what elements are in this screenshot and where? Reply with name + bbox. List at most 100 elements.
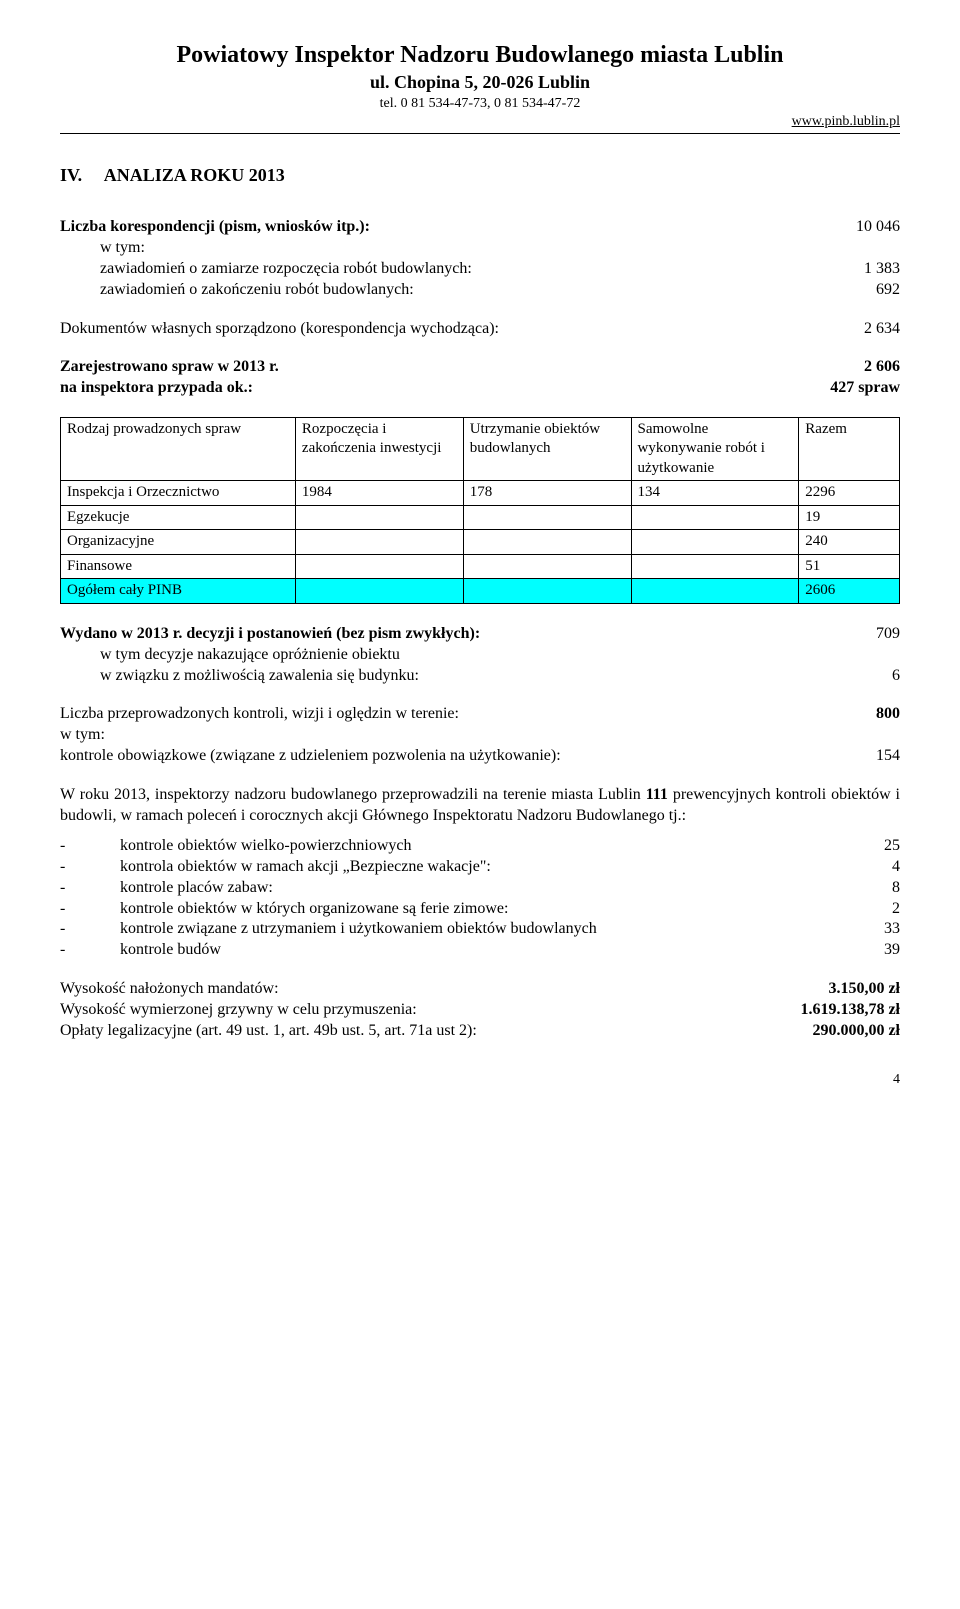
list-value: 2: [860, 899, 900, 920]
list-item: -kontrole obiektów wielko-powierzchniowy…: [60, 836, 900, 857]
table-cell: 2296: [799, 481, 900, 506]
value: 709: [876, 624, 900, 645]
value: 6: [892, 666, 900, 687]
dash: -: [60, 899, 120, 920]
table-cell: 19: [799, 505, 900, 530]
table-cell: [295, 554, 463, 579]
list-text: kontrole placów zabaw:: [120, 878, 860, 899]
list-value: 4: [860, 857, 900, 878]
list-value: 25: [860, 836, 900, 857]
list-text: kontrole związane z utrzymaniem i użytko…: [120, 919, 860, 940]
header-link[interactable]: www.pinb.lublin.pl: [60, 113, 900, 131]
value: 692: [876, 280, 900, 301]
list-item: -kontrole związane z utrzymaniem i użytk…: [60, 919, 900, 940]
label: na inspektora przypada ok.:: [60, 378, 253, 399]
section-number: IV.: [60, 165, 82, 185]
table-row: Egzekucje 19: [61, 505, 900, 530]
table-cell: [295, 505, 463, 530]
label: zawiadomień o zamiarze rozpoczęcia robót…: [100, 259, 472, 280]
list-item: -kontrole placów zabaw:8: [60, 878, 900, 899]
header-tel: tel. 0 81 534-47-73, 0 81 534-47-72: [60, 95, 900, 113]
table-cell: Finansowe: [61, 554, 296, 579]
table-row: Ogółem cały PINB 2606: [61, 579, 900, 604]
list-text: kontrola obiektów w ramach akcji „Bezpie…: [120, 857, 860, 878]
table-cell: [631, 554, 799, 579]
label-wtym: w tym:: [60, 238, 900, 259]
value: 1 383: [864, 259, 900, 280]
section-heading: IV. ANALIZA ROKU 2013: [60, 164, 900, 187]
list-text: kontrole budów: [120, 940, 860, 961]
table-header-row: Rodzaj prowadzonych spraw Rozpoczęcia i …: [61, 417, 900, 481]
value: 1.619.138,78 zł: [800, 1000, 900, 1021]
table-cell: 240: [799, 530, 900, 555]
table-cell: 51: [799, 554, 900, 579]
table-cell: [463, 579, 631, 604]
wydano-block: Wydano w 2013 r. decyzji i postanowień (…: [60, 624, 900, 686]
table-row: Organizacyjne 240: [61, 530, 900, 555]
table-cell: Ogółem cały PINB: [61, 579, 296, 604]
document-header: Powiatowy Inspektor Nadzoru Budowlanego …: [60, 40, 900, 113]
dash: -: [60, 857, 120, 878]
label: Wysokość nałożonych mandatów:: [60, 979, 279, 1000]
table-cell: 134: [631, 481, 799, 506]
table-cell: 1984: [295, 481, 463, 506]
col-header: Rozpoczęcia i zakończenia inwestycji: [295, 417, 463, 481]
value: 427 spraw: [830, 378, 900, 399]
header-divider: [60, 133, 900, 134]
label: w związku z możliwością zawalenia się bu…: [100, 666, 419, 687]
table-row: Inspekcja i Orzecznictwo19841781342296: [61, 481, 900, 506]
table-cell: Egzekucje: [61, 505, 296, 530]
list-text: kontrole obiektów wielko-powierzchniowyc…: [120, 836, 860, 857]
list-item: -kontrola obiektów w ramach akcji „Bezpi…: [60, 857, 900, 878]
value: 3.150,00 zł: [828, 979, 900, 1000]
kontrole-block: Liczba przeprowadzonych kontroli, wizji …: [60, 704, 900, 766]
label: w tym decyzje nakazujące opróżnienie obi…: [60, 645, 900, 666]
table-cell: Inspekcja i Orzecznictwo: [61, 481, 296, 506]
value: 800: [876, 704, 900, 725]
control-list: -kontrole obiektów wielko-powierzchniowy…: [60, 836, 900, 961]
table-cell: Organizacyjne: [61, 530, 296, 555]
list-item: -kontrole budów39: [60, 940, 900, 961]
table-cell: [295, 579, 463, 604]
value: 290.000,00 zł: [812, 1021, 900, 1042]
list-value: 8: [860, 878, 900, 899]
table-cell: [631, 579, 799, 604]
label: zawiadomień o zakończeniu robót budowlan…: [100, 280, 414, 301]
col-header: Samowolne wykonywanie robót i użytkowani…: [631, 417, 799, 481]
table-cell: [295, 530, 463, 555]
cases-table: Rodzaj prowadzonych spraw Rozpoczęcia i …: [60, 417, 900, 604]
header-title: Powiatowy Inspektor Nadzoru Budowlanego …: [60, 40, 900, 71]
value: 2 634: [864, 319, 900, 340]
correspondence-block: Liczba korespondencji (pism, wniosków it…: [60, 217, 900, 300]
col-header: Utrzymanie obiektów budowlanych: [463, 417, 631, 481]
header-address: ul. Chopina 5, 20-026 Lublin: [60, 71, 900, 94]
label: kontrole obowiązkowe (związane z udziele…: [60, 746, 561, 767]
table-cell: [463, 530, 631, 555]
dash: -: [60, 878, 120, 899]
label: Liczba przeprowadzonych kontroli, wizji …: [60, 704, 459, 725]
table-row: Finansowe 51: [61, 554, 900, 579]
dash: -: [60, 836, 120, 857]
col-header: Rodzaj prowadzonych spraw: [61, 417, 296, 481]
table-cell: 178: [463, 481, 631, 506]
value: 2 606: [864, 357, 900, 378]
col-header: Razem: [799, 417, 900, 481]
registered-block: Zarejestrowano spraw w 2013 r. 2 606 na …: [60, 357, 900, 399]
dash: -: [60, 919, 120, 940]
label: Dokumentów własnych sporządzono (korespo…: [60, 319, 499, 340]
label: Opłaty legalizacyjne (art. 49 ust. 1, ar…: [60, 1021, 477, 1042]
list-value: 39: [860, 940, 900, 961]
section-title: ANALIZA ROKU 2013: [104, 165, 285, 185]
value: 154: [876, 746, 900, 767]
list-value: 33: [860, 919, 900, 940]
table-cell: [463, 505, 631, 530]
value: 10 046: [856, 217, 900, 238]
label: Liczba korespondencji (pism, wniosków it…: [60, 217, 370, 238]
table-cell: [631, 505, 799, 530]
label-wtym: w tym:: [60, 725, 900, 746]
table-cell: [631, 530, 799, 555]
list-text: kontrole obiektów w których organizowane…: [120, 899, 860, 920]
label: Wydano w 2013 r. decyzji i postanowień (…: [60, 624, 480, 645]
label: Wysokość wymierzonej grzywny w celu przy…: [60, 1000, 417, 1021]
table-cell: 2606: [799, 579, 900, 604]
